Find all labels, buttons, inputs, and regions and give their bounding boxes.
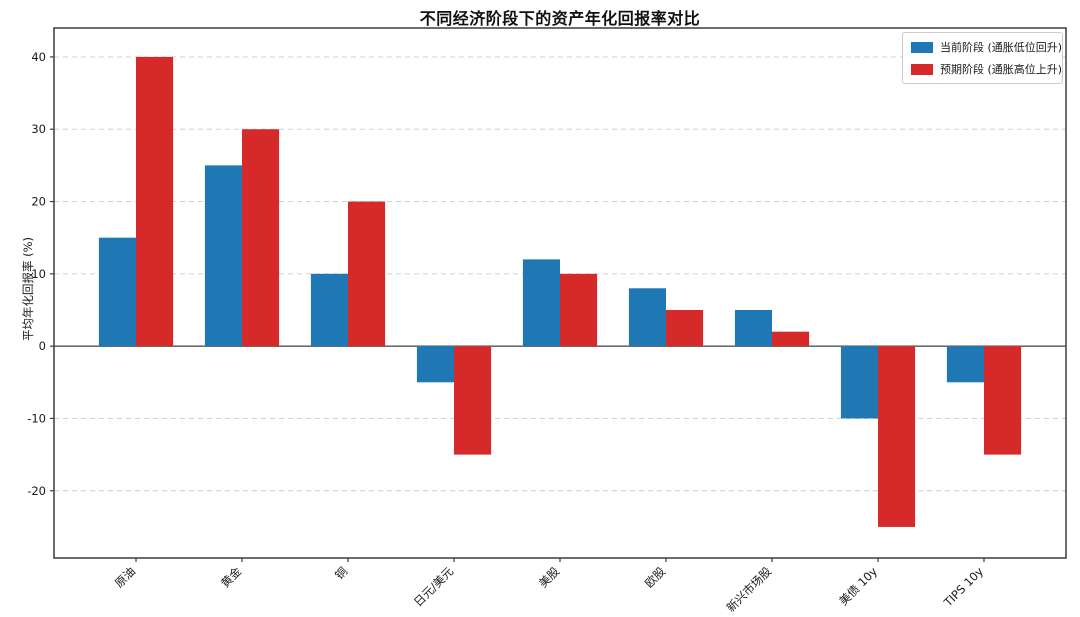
legend-swatch-red (911, 63, 933, 75)
y-tick-label: 20 (31, 195, 46, 209)
bar (98, 237, 136, 347)
legend: 当前阶段 (通胀低位回升) 预期阶段 (通胀高位上升) (902, 32, 1063, 84)
bar (242, 129, 280, 347)
bar (878, 346, 916, 527)
x-tick-label: 美股 (536, 564, 563, 591)
y-tick-label: 0 (39, 339, 46, 353)
bar (204, 165, 242, 347)
x-tick-label: 黄金 (218, 564, 245, 591)
bar (666, 309, 704, 347)
x-tick-label: 原油 (112, 564, 138, 590)
x-tick-label: 新兴市场股 (724, 564, 775, 615)
x-tick-label: TIPS 10y (940, 564, 986, 610)
bar (984, 346, 1022, 455)
x-tick-label: 铜 (332, 564, 350, 582)
y-tick-label: 30 (31, 122, 46, 136)
bar (840, 346, 878, 419)
bar (522, 259, 560, 347)
bar (136, 56, 174, 347)
y-tick-label: -20 (27, 484, 46, 498)
bar (734, 309, 772, 347)
legend-entry-expected: 预期阶段 (通胀高位上升) (911, 61, 1062, 77)
y-tick-label: 40 (31, 50, 46, 64)
bar (628, 288, 666, 347)
bar (348, 201, 386, 347)
bar (310, 273, 348, 347)
y-tick-label: 10 (31, 267, 46, 281)
bar (946, 346, 984, 383)
bar (560, 273, 598, 347)
x-tick-label: 美债 10y (836, 564, 880, 608)
x-tick-label: 日元/美元 (411, 564, 457, 610)
legend-entry-current: 当前阶段 (通胀低位回升) (911, 39, 1062, 55)
x-tick-label: 欧股 (642, 564, 669, 591)
chart-title: 不同经济阶段下的资产年化回报率对比 (419, 9, 701, 28)
bar (772, 331, 810, 347)
bar (454, 346, 492, 455)
bar (416, 346, 454, 383)
legend-swatch-blue (911, 41, 933, 53)
legend-label: 当前阶段 (通胀低位回升) (940, 41, 1063, 54)
y-tick-label: -10 (27, 411, 46, 425)
legend-label: 预期阶段 (通胀高位上升) (940, 63, 1063, 76)
